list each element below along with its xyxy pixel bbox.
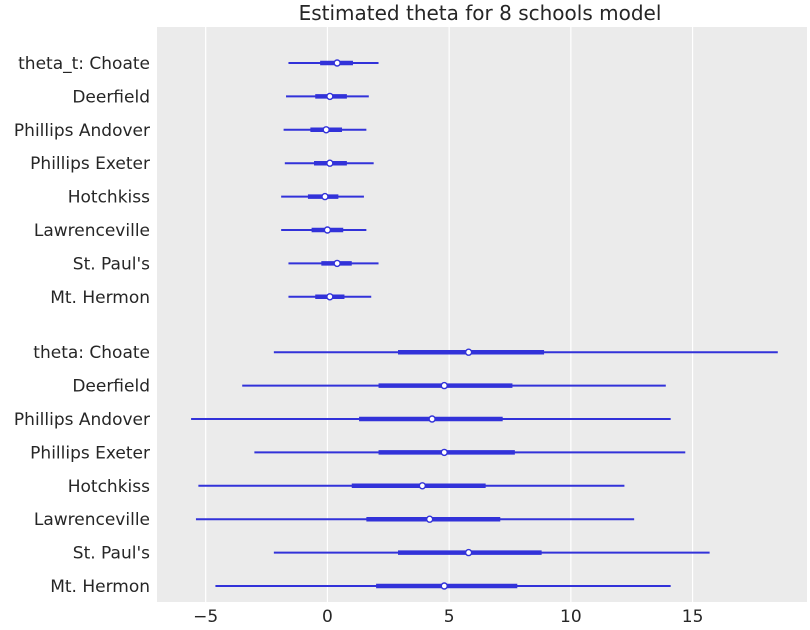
median-point: [326, 159, 334, 167]
x-tick-label: 5: [444, 607, 455, 627]
row-label: Phillips Andover: [14, 121, 150, 141]
median-point: [440, 582, 448, 590]
row-label: Hotchkiss: [68, 188, 150, 208]
x-tick-label: 15: [682, 607, 704, 627]
plot-background: [157, 27, 807, 602]
row-labels: theta_t: Choate Deerfield Phillips Andover…: [14, 54, 150, 597]
row-label: Lawrenceville: [34, 510, 150, 530]
x-tick-label: 10: [560, 607, 582, 627]
median-point: [464, 348, 473, 356]
median-point: [333, 59, 341, 67]
row-label: Phillips Exeter: [30, 154, 150, 174]
median-point: [323, 226, 332, 234]
median-point: [440, 448, 448, 457]
row-label: St. Paul's: [73, 254, 150, 274]
median-point: [322, 126, 330, 134]
median-point: [425, 515, 434, 523]
median-point: [333, 259, 341, 268]
x-tick-label: −5: [193, 607, 218, 627]
x-tick-labels: −5 0 5 10 15: [193, 607, 703, 627]
row-label: theta: Choate: [33, 343, 150, 363]
row-label: Phillips Andover: [14, 410, 150, 430]
row-label: Mt. Hermon: [50, 288, 150, 308]
median-point: [326, 293, 334, 301]
row-label: Hotchkiss: [68, 477, 150, 497]
median-point: [418, 482, 427, 490]
gridlines: [205, 27, 694, 602]
row-label: Lawrenceville: [34, 221, 150, 241]
x-tick-label: 0: [322, 607, 333, 627]
interval-marks: [191, 59, 778, 590]
median-point: [440, 381, 448, 390]
row-label: Mt. Hermon: [50, 577, 150, 597]
row-label: Deerfield: [72, 377, 150, 397]
median-point: [321, 192, 329, 201]
chart-title: Estimated theta for 8 schools model: [299, 1, 662, 25]
row-label: Deerfield: [72, 87, 150, 107]
median-point: [464, 548, 473, 557]
row-label: St. Paul's: [73, 544, 150, 564]
median-point: [428, 415, 436, 423]
median-point: [326, 92, 334, 101]
row-label: Phillips Exeter: [30, 443, 150, 463]
row-label: theta_t: Choate: [18, 54, 150, 74]
